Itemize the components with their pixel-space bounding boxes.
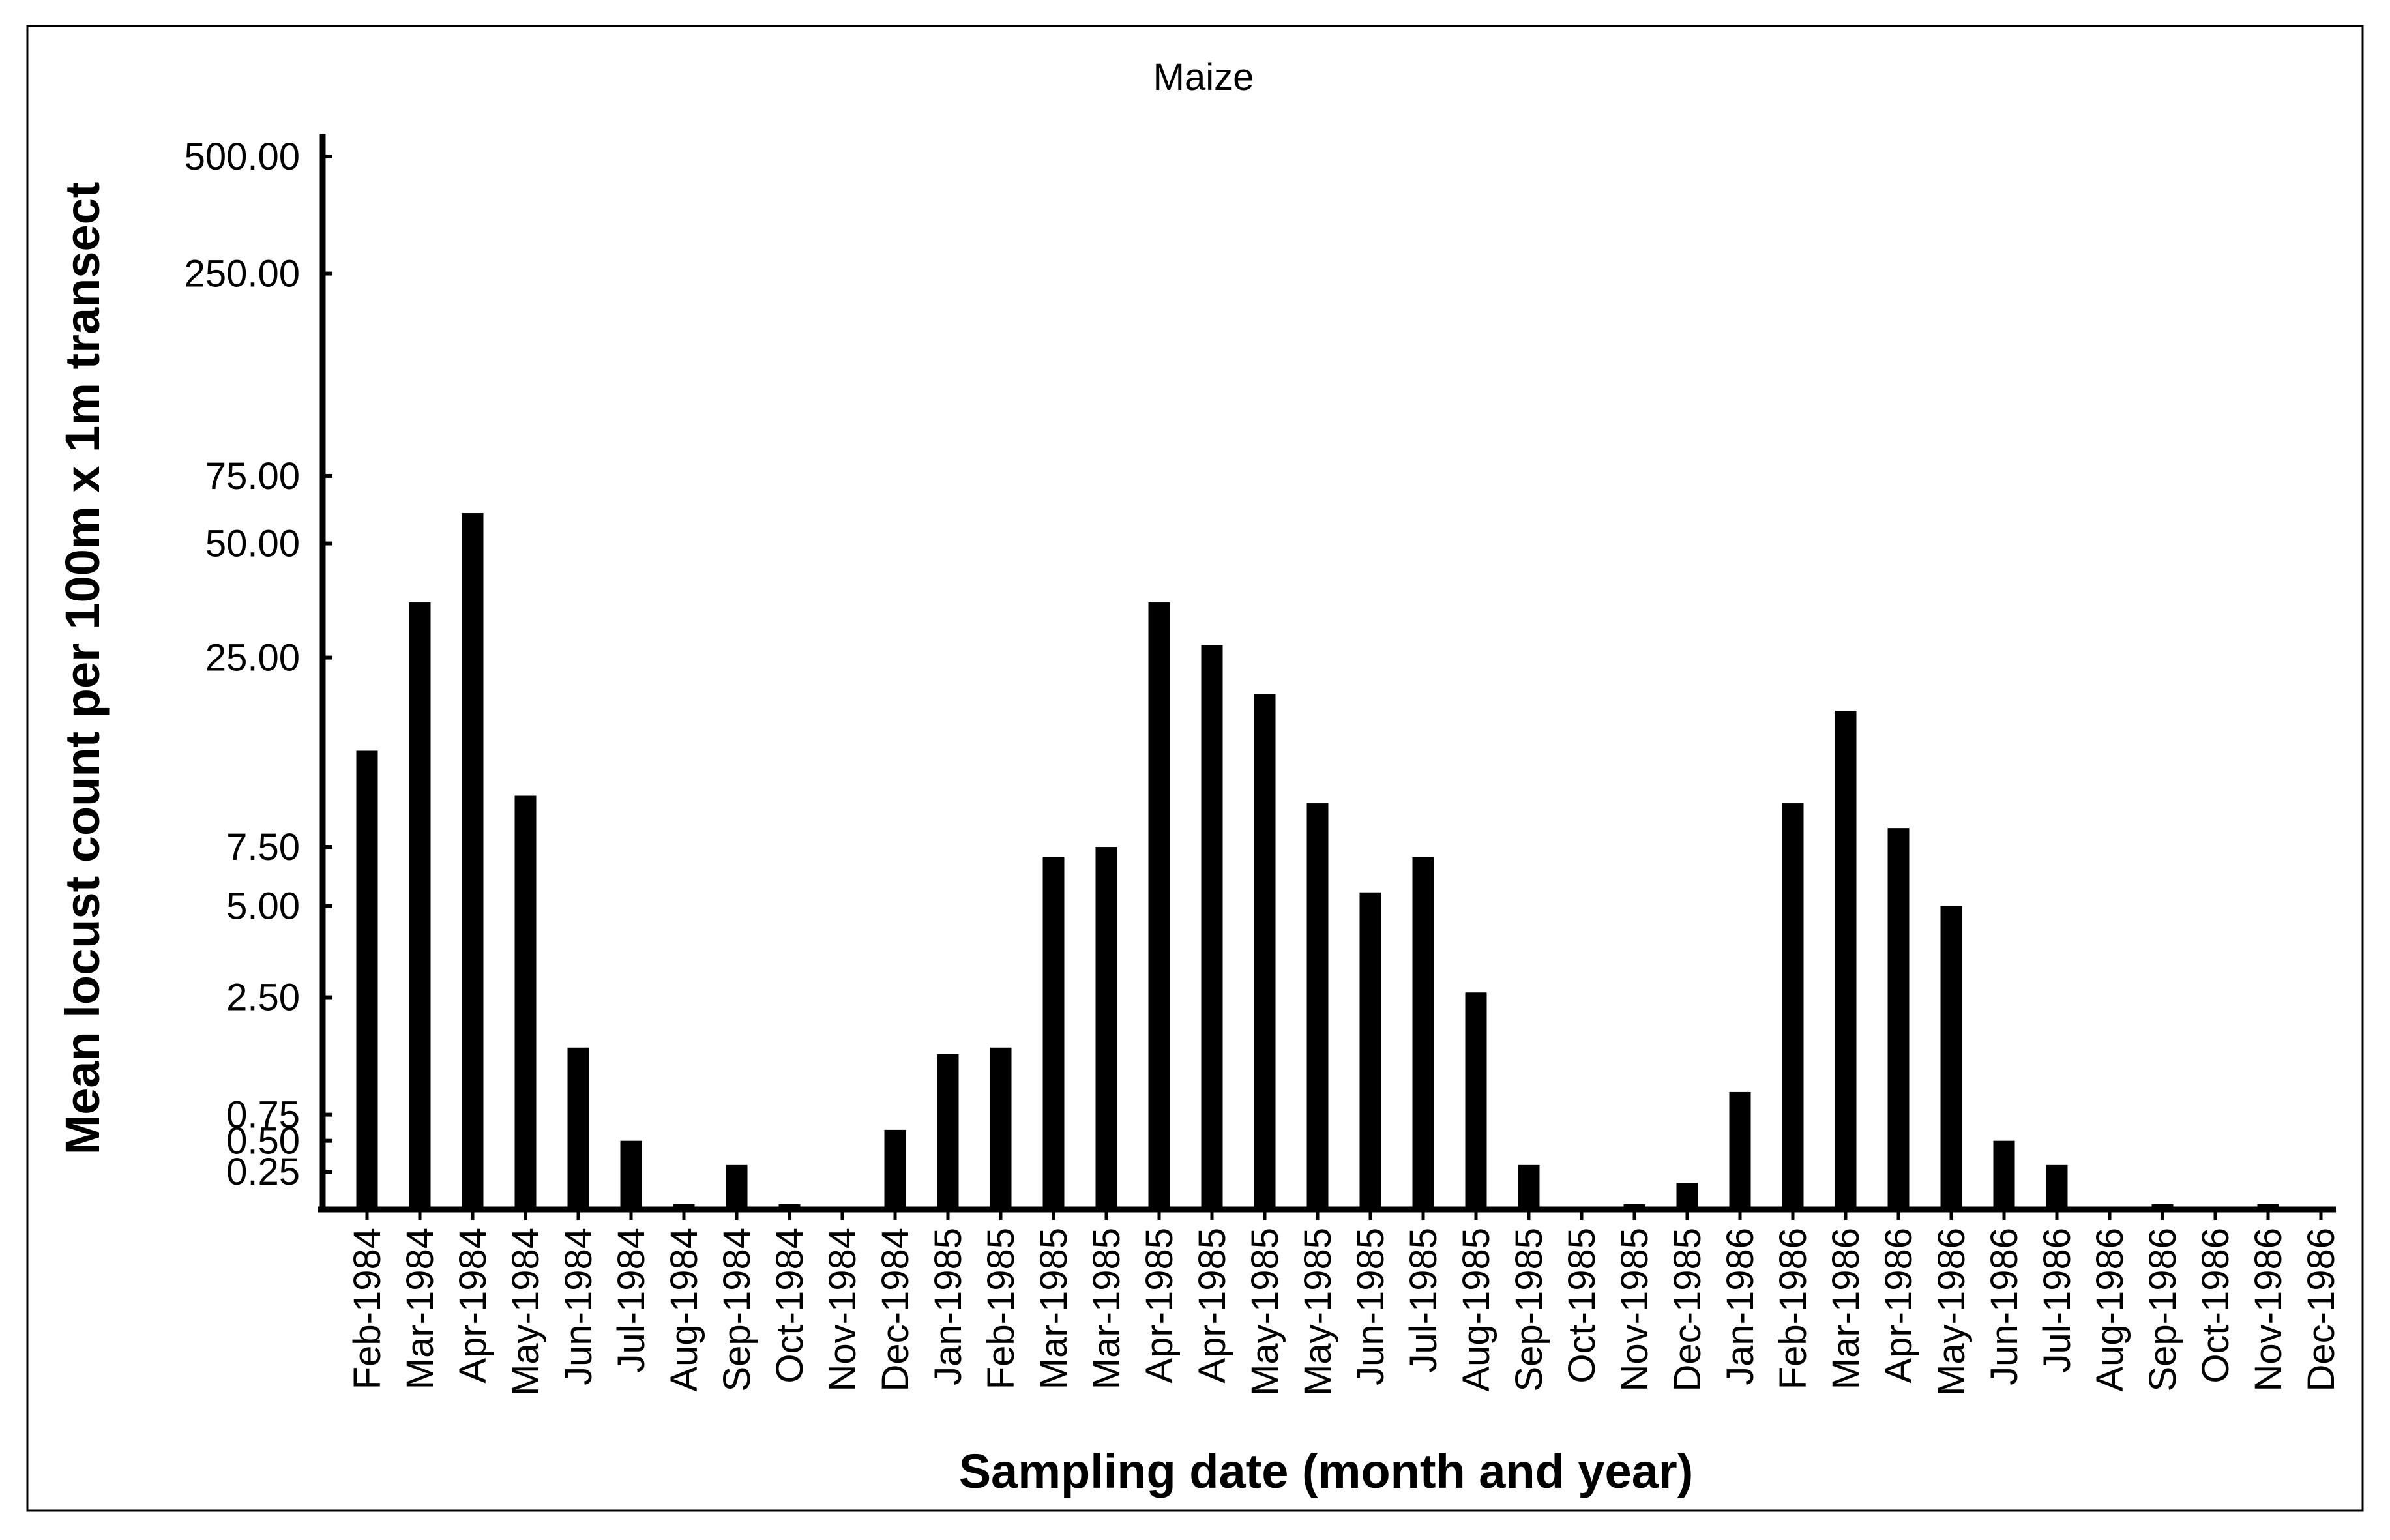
x-tick-label: Apr-1985 bbox=[1191, 1228, 1233, 1384]
x-tick-label: Sep-1986 bbox=[2142, 1228, 2184, 1392]
bar bbox=[1993, 1140, 2015, 1209]
bar bbox=[2046, 1164, 2068, 1209]
bar bbox=[884, 1129, 906, 1209]
x-tick-label: Jun-1986 bbox=[1983, 1228, 2026, 1385]
x-tick-label: Feb-1986 bbox=[1772, 1228, 1814, 1389]
bar bbox=[514, 795, 537, 1209]
y-axis-label: Mean locust count per 100m x 1m transect bbox=[55, 182, 110, 1155]
bar bbox=[2151, 1204, 2174, 1209]
x-tick-label: Mar-1985 bbox=[1085, 1228, 1128, 1389]
bar bbox=[990, 1047, 1012, 1209]
bar bbox=[1306, 803, 1329, 1209]
x-tick-label: Jan-1986 bbox=[1719, 1228, 1762, 1385]
bar bbox=[409, 602, 431, 1209]
y-tick-label: 0.50 bbox=[226, 1120, 300, 1162]
bar bbox=[726, 1164, 748, 1209]
bar bbox=[1359, 892, 1381, 1209]
bar bbox=[462, 513, 484, 1209]
bar bbox=[1729, 1091, 1751, 1209]
y-tick-label: 5.00 bbox=[226, 885, 300, 928]
bar bbox=[1676, 1183, 1698, 1209]
x-tick-label: Aug-1984 bbox=[663, 1228, 705, 1392]
bar bbox=[567, 1047, 589, 1209]
y-tick-label: 75.00 bbox=[205, 455, 300, 497]
x-tick-label: Aug-1985 bbox=[1455, 1228, 1497, 1392]
bar bbox=[937, 1054, 959, 1209]
x-tick-label: Jun-1985 bbox=[1350, 1228, 1392, 1385]
x-tick-label: Feb-1985 bbox=[980, 1228, 1022, 1389]
y-tick-label: 2.50 bbox=[226, 977, 300, 1019]
x-tick-label: Nov-1986 bbox=[2247, 1228, 2290, 1391]
x-tick-label: May-1985 bbox=[1297, 1228, 1339, 1396]
bar bbox=[2257, 1204, 2279, 1209]
x-tick-label: Apr-1984 bbox=[452, 1228, 494, 1384]
x-tick-label: Apr-1986 bbox=[1878, 1228, 1920, 1384]
x-tick-label: Nov-1985 bbox=[1614, 1228, 1656, 1391]
bar bbox=[1465, 992, 1487, 1209]
x-tick-label: Nov-1984 bbox=[821, 1228, 864, 1391]
y-tick-label: 7.50 bbox=[226, 826, 300, 868]
x-tick-label: Dec-1985 bbox=[1666, 1228, 1709, 1391]
bar bbox=[1518, 1164, 1540, 1209]
x-tick-label: Dec-1984 bbox=[874, 1228, 917, 1391]
bar bbox=[1095, 847, 1117, 1209]
bar bbox=[1940, 906, 1962, 1209]
x-tick-label: Dec-1986 bbox=[2300, 1228, 2342, 1391]
x-tick-label: Feb-1984 bbox=[346, 1228, 389, 1389]
bars bbox=[356, 513, 2279, 1209]
x-tick-label: May-1986 bbox=[1930, 1228, 1973, 1396]
bar bbox=[356, 750, 378, 1209]
x-tick-label: Jan-1985 bbox=[927, 1228, 969, 1385]
bar bbox=[1835, 711, 1857, 1209]
bar bbox=[1412, 857, 1434, 1209]
y-tick-label: 0.25 bbox=[226, 1151, 300, 1193]
x-tick-label: Oct-1986 bbox=[2194, 1228, 2237, 1384]
bar bbox=[1254, 694, 1276, 1209]
bar bbox=[1623, 1204, 1645, 1209]
x-tick-label: Mar-1984 bbox=[399, 1228, 441, 1389]
bar bbox=[778, 1204, 801, 1209]
bar bbox=[1201, 645, 1223, 1209]
x-tick-label: Oct-1984 bbox=[769, 1228, 811, 1384]
x-tick-label: Mar-1985 bbox=[1033, 1228, 1075, 1389]
y-tick-label: 25.00 bbox=[205, 637, 300, 679]
y-tick-label: 500.00 bbox=[184, 136, 300, 178]
bar bbox=[1782, 803, 1804, 1209]
bar bbox=[1042, 857, 1065, 1209]
y-axis-ticks: 0.250.500.75 2.50 5.00 7.50 25.00 50.00 75.00 2… bbox=[184, 136, 332, 1193]
bar bbox=[673, 1204, 695, 1209]
x-tick-label: Oct-1985 bbox=[1561, 1228, 1603, 1384]
x-tick-label: Aug-1986 bbox=[2089, 1228, 2131, 1392]
x-tick-label: Apr-1985 bbox=[1138, 1228, 1181, 1384]
x-tick-label: Jul-1984 bbox=[610, 1228, 653, 1372]
y-tick-label: 50.00 bbox=[205, 523, 300, 565]
x-axis-label: Sampling date (month and year) bbox=[959, 1444, 1694, 1498]
x-tick-label: Jul-1985 bbox=[1402, 1228, 1445, 1372]
bar bbox=[620, 1140, 642, 1209]
x-tick-label: Jun-1984 bbox=[557, 1228, 600, 1385]
x-tick-label: May-1984 bbox=[505, 1228, 547, 1396]
x-tick-label: Sep-1984 bbox=[716, 1228, 758, 1392]
bar bbox=[1148, 602, 1170, 1209]
x-tick-label: Mar-1986 bbox=[1825, 1228, 1867, 1389]
bar bbox=[1887, 828, 1910, 1209]
x-tick-label: Sep-1985 bbox=[1508, 1228, 1550, 1392]
x-tick-label: May-1985 bbox=[1244, 1228, 1286, 1396]
chart-title: Maize bbox=[1153, 56, 1254, 98]
x-tick-label: Jul-1986 bbox=[2036, 1228, 2078, 1372]
y-tick-label: 250.00 bbox=[184, 253, 300, 295]
y-tick-label: 0.75 bbox=[226, 1094, 300, 1136]
x-axis-ticks: Feb-1984 Mar-1984 Apr-1984 May-1984 Jun-1984… bbox=[346, 1209, 2342, 1396]
